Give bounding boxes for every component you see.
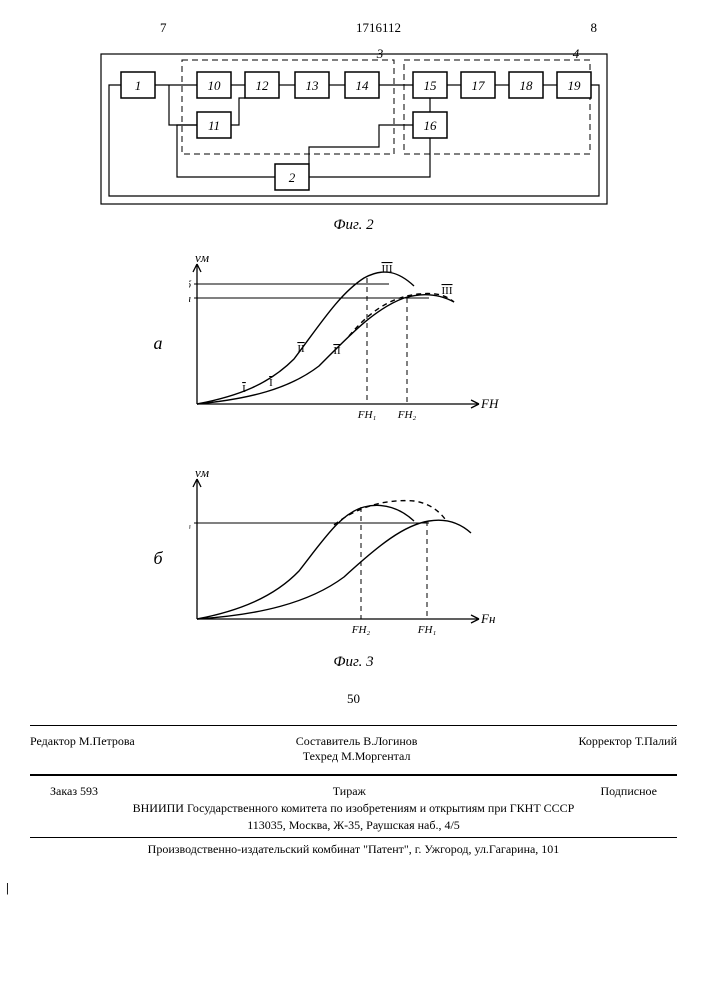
svg-text:vМ₃б: vМ₃б [189,279,191,291]
svg-text:FН₁: FН₁ [416,624,436,636]
svg-text:10: 10 [207,78,221,93]
svg-text:FН: FН [480,396,499,411]
fig3-caption: Фиг. 3 [30,654,677,671]
editor-name: М.Петрова [79,734,135,748]
svg-text:Fн: Fн [480,611,495,626]
svg-text:I: I [269,377,273,389]
svg-text:12: 12 [255,78,269,93]
patent-number: 1716112 [356,20,401,36]
svg-text:14: 14 [355,78,369,93]
tiraz: Тираж [333,784,366,799]
fig2-caption: Фиг. 2 [30,217,677,234]
header-right: 8 [591,20,598,36]
svg-text:17: 17 [471,78,485,93]
svg-text:3: 3 [375,46,383,61]
svg-text:II: II [297,343,305,355]
svg-text:15: 15 [423,78,437,93]
divider [30,774,677,776]
header-left: 7 [160,20,167,36]
compiler-label: Составитель [296,734,360,748]
svg-text:FН₁: FН₁ [356,409,376,421]
editor-label: Редактор [30,734,76,748]
chart-a: vмFНvМ₃бvМ₃аFН₁FН₂IIIIIIIIIIII [189,254,519,429]
chart-b-label: б [154,548,163,569]
block-diagram: 3 4 1 10 11 12 13 14 15 16 17 18 19 2 [79,46,629,211]
svg-text:III: III [381,263,392,275]
svg-text:vм: vм [195,469,209,480]
corrector: Корректор Т.Палий [578,734,677,764]
corrector-label: Корректор [578,734,632,748]
svg-text:II: II [333,345,341,357]
svg-text:vм: vм [195,254,209,265]
svg-text:13: 13 [305,78,319,93]
techred-name: М.Моргентал [341,749,410,763]
svg-text:III: III [441,285,452,297]
svg-text:vМ₃а: vМ₃а [189,293,191,305]
svg-text:11: 11 [207,118,219,133]
imprint-line3: Производственно-издательский комбинат "П… [30,842,677,857]
svg-text:1: 1 [134,78,141,93]
corrector-name: Т.Палий [635,734,677,748]
techred-label: Техред [303,749,338,763]
techred: Техред М.Моргентал [135,749,579,764]
chart-a-label: а [154,333,163,354]
svg-text:FН₂: FН₂ [350,624,370,636]
svg-text:FН₂: FН₂ [396,409,416,421]
imprint-line2: 113035, Москва, Ж-35, Раушская наб., 4/5 [30,818,677,833]
svg-text:18: 18 [519,78,533,93]
divider [30,725,677,726]
svg-text:2: 2 [288,170,295,185]
svg-text:4: 4 [572,46,579,61]
svg-text:I: I [242,383,246,395]
svg-text:vМ₃: vМ₃ [189,518,191,530]
page-number: 50 [30,691,677,707]
imprint-line1: ВНИИПИ Государственного комитета по изоб… [30,801,677,816]
sub: Подписное [600,784,657,799]
compiler: Составитель В.Логинов [135,734,579,749]
order: Заказ 593 [50,784,98,799]
svg-text:16: 16 [423,118,437,133]
divider [30,837,677,838]
svg-text:19: 19 [567,78,581,93]
compiler-name: В.Логинов [363,734,417,748]
chart-b: vм Fн vМ₃ FН₂ FН₁ [189,469,519,644]
editor: Редактор М.Петрова [30,734,135,764]
crop-mark: | [6,880,9,896]
